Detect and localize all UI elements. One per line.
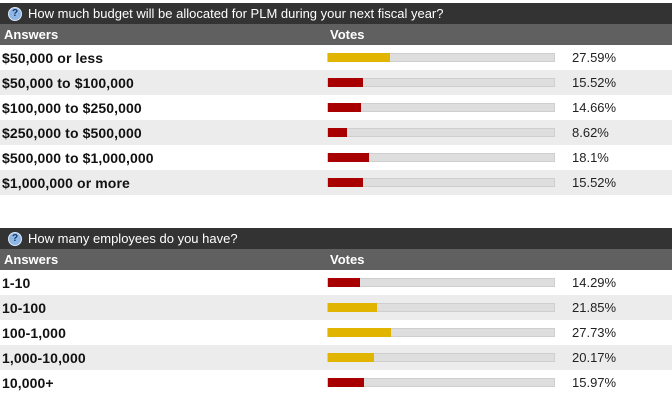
vote-percent: 14.66%	[572, 100, 617, 115]
poll-row: $250,000 to $500,000 8.62%	[0, 120, 672, 145]
answer-label: $1,000,000 or more	[2, 174, 130, 191]
vote-percent: 20.17%	[572, 350, 617, 365]
answer-label: 1-10	[2, 274, 31, 291]
poll-rows: 1-10 14.29% 10-100 21.85% 100-1,000 27.7…	[0, 270, 672, 395]
vote-percent: 27.59%	[572, 50, 617, 65]
poll-employees: ? How many employees do you have? Answer…	[0, 228, 672, 395]
vote-bar	[327, 103, 555, 112]
vote-bar-fill	[328, 178, 363, 187]
answer-label: 100-1,000	[2, 324, 66, 341]
poll-question-header: ? How many employees do you have?	[0, 228, 672, 249]
answer-label: $250,000 to $500,000	[2, 124, 142, 141]
answer-label: 10-100	[2, 299, 47, 316]
poll-rows: $50,000 or less 27.59% $50,000 to $100,0…	[0, 45, 672, 195]
vote-percent: 27.73%	[572, 325, 617, 340]
vote-bar	[327, 153, 555, 162]
vote-bar	[327, 128, 555, 137]
column-header: Answers Votes	[0, 249, 672, 270]
poll-budget: ? How much budget will be allocated for …	[0, 3, 672, 195]
poll-row: $50,000 to $100,000 15.52%	[0, 70, 672, 95]
answers-column-header: Answers	[4, 27, 59, 42]
poll-question: How much budget will be allocated for PL…	[28, 6, 444, 21]
vote-bar	[327, 353, 555, 362]
poll-row: $500,000 to $1,000,000 18.1%	[0, 145, 672, 170]
column-header: Answers Votes	[0, 24, 672, 45]
vote-bar	[327, 78, 555, 87]
vote-bar	[327, 378, 555, 387]
vote-bar-fill	[328, 353, 374, 362]
help-icon[interactable]: ?	[8, 231, 22, 246]
vote-bar-fill	[328, 328, 391, 337]
poll-row: 100-1,000 27.73%	[0, 320, 672, 345]
vote-percent: 15.52%	[572, 75, 617, 90]
vote-bar	[327, 178, 555, 187]
answer-label: $100,000 to $250,000	[2, 99, 142, 116]
vote-bar	[327, 53, 555, 62]
poll-row: 1,000-10,000 20.17%	[0, 345, 672, 370]
vote-bar-fill	[328, 78, 363, 87]
answer-label: $50,000 to $100,000	[2, 74, 134, 91]
poll-row: 10,000+ 15.97%	[0, 370, 672, 395]
vote-bar	[327, 303, 555, 312]
poll-row: 10-100 21.85%	[0, 295, 672, 320]
vote-bar-fill	[328, 53, 390, 62]
answer-label: 1,000-10,000	[2, 349, 86, 366]
vote-bar	[327, 328, 555, 337]
answer-label: 10,000+	[2, 374, 54, 391]
vote-bar-fill	[328, 128, 347, 137]
vote-percent: 15.97%	[572, 375, 617, 390]
votes-column-header: Votes	[330, 252, 365, 267]
vote-bar-fill	[328, 278, 360, 287]
poll-row: $1,000,000 or more 15.52%	[0, 170, 672, 195]
poll-row: $50,000 or less 27.59%	[0, 45, 672, 70]
poll-question-header: ? How much budget will be allocated for …	[0, 3, 672, 24]
poll-row: $100,000 to $250,000 14.66%	[0, 95, 672, 120]
answers-column-header: Answers	[4, 252, 59, 267]
vote-bar-fill	[328, 153, 369, 162]
answer-label: $50,000 or less	[2, 49, 104, 66]
answer-label: $500,000 to $1,000,000	[2, 149, 154, 166]
vote-bar-fill	[328, 103, 361, 112]
help-icon[interactable]: ?	[8, 6, 22, 21]
vote-percent: 14.29%	[572, 275, 617, 290]
poll-row: 1-10 14.29%	[0, 270, 672, 295]
vote-percent: 21.85%	[572, 300, 617, 315]
votes-column-header: Votes	[330, 27, 365, 42]
vote-percent: 8.62%	[572, 125, 609, 140]
vote-percent: 15.52%	[572, 175, 617, 190]
vote-bar-fill	[328, 303, 377, 312]
poll-question: How many employees do you have?	[28, 231, 238, 246]
vote-bar-fill	[328, 378, 364, 387]
vote-bar	[327, 278, 555, 287]
vote-percent: 18.1%	[572, 150, 609, 165]
